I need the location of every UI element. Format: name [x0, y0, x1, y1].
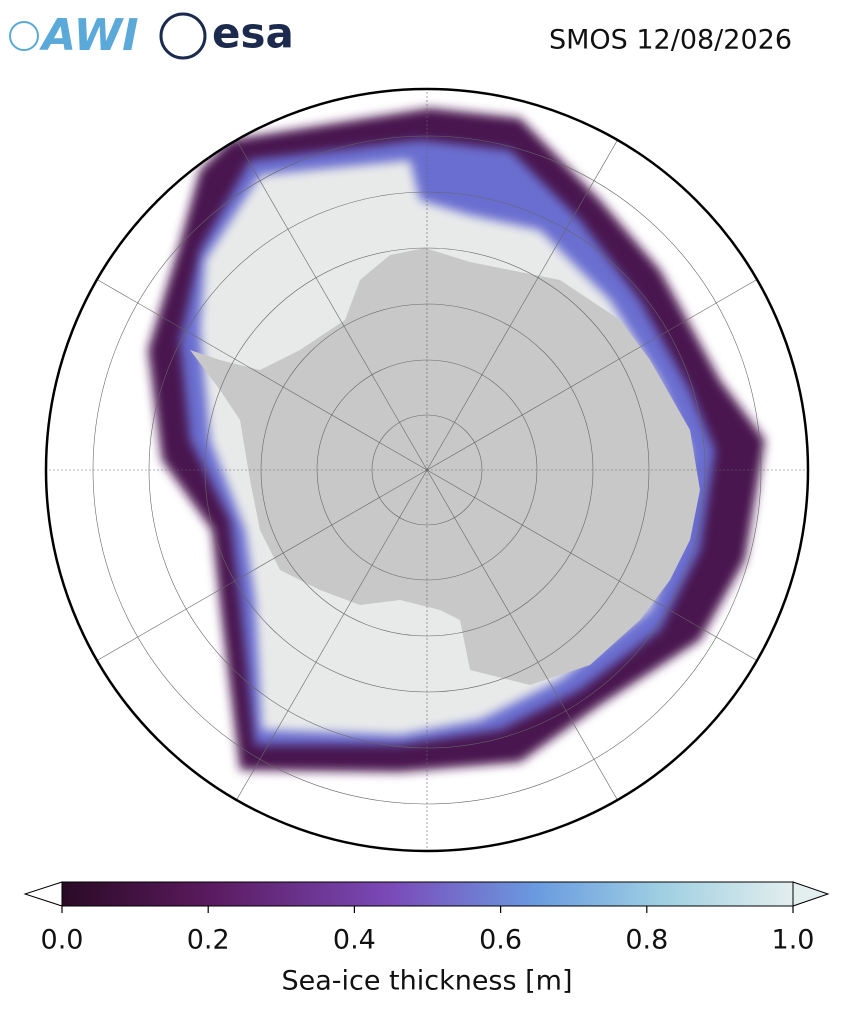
esa-logo: esa [159, 9, 294, 60]
colorbar-extend-max [792, 881, 830, 907]
map [46, 89, 808, 851]
colorbar-tick-label: 1.0 [772, 925, 815, 956]
antarctica [190, 248, 700, 685]
meridian [96, 469, 428, 661]
meridian [426, 139, 618, 471]
colorbar: 0.0 0.2 0.4 0.6 0.8 1.0 Sea-ice thickness [m] [23, 881, 830, 997]
colorbar-tick-label: 0.8 [625, 925, 668, 956]
colorbar-extend-min [23, 881, 63, 907]
meridian [426, 279, 758, 471]
esa-logo-text: esa [212, 9, 294, 58]
colorbar-body [61, 881, 794, 907]
colorbar-label: Sea-ice thickness [m] [281, 966, 572, 997]
meridian [426, 469, 758, 661]
colorbar-tick-label: 0.6 [479, 925, 522, 956]
meridian [236, 139, 428, 471]
colorbar-tick-label: 0.4 [333, 925, 376, 956]
map-title: SMOS 12/08/2026 [549, 25, 792, 56]
awi-logo: AWI [9, 10, 139, 61]
meridian [96, 279, 428, 471]
awi-logo-text: AWI [39, 10, 139, 61]
colorbar-tick-label: 0.2 [187, 925, 230, 956]
meridian [236, 469, 428, 801]
map-frame [44, 87, 810, 853]
colorbar-tick-label: 0.0 [41, 925, 84, 956]
meridian [426, 469, 618, 801]
graticule [46, 89, 808, 851]
